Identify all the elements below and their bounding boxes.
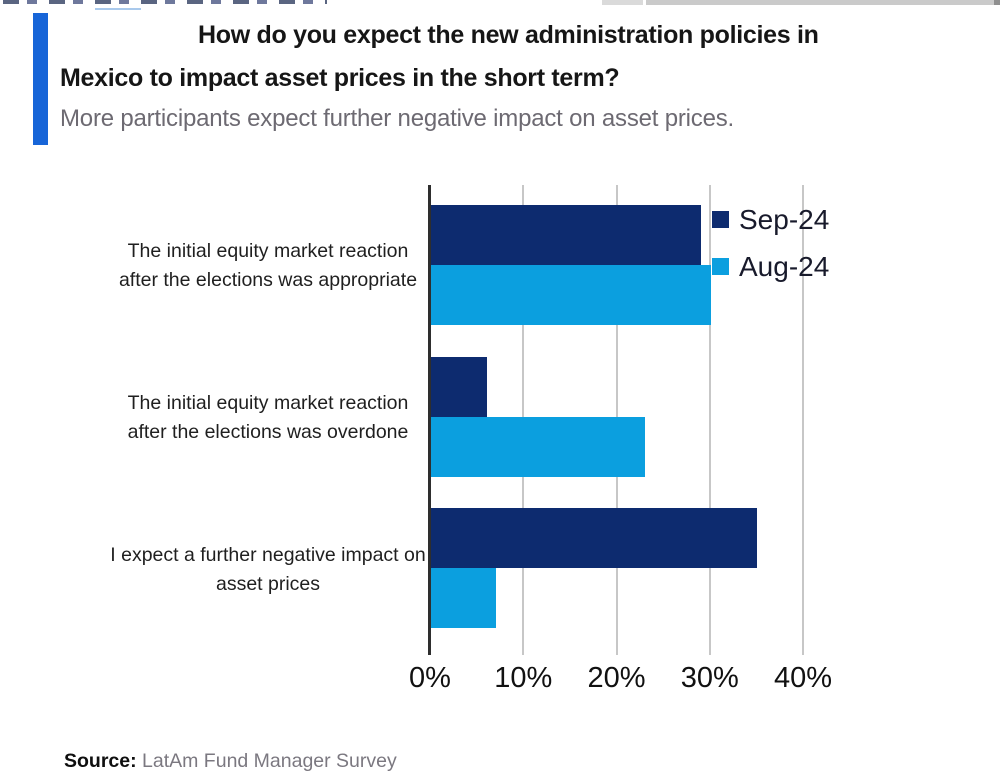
toolbar-strip-divider (643, 0, 646, 5)
legend-swatch-sep-24 (712, 211, 729, 228)
source-line: Source: LatAm Fund Manager Survey (64, 750, 397, 773)
cropped-toolbar-strip (602, 0, 1000, 5)
category-label-3: I expect a further negative impact on ass… (110, 544, 426, 595)
legend-item-aug-24: Aug-24 (712, 250, 829, 297)
x-tick-30%: 30% (680, 662, 739, 694)
bar-aug-24-category-1 (431, 265, 711, 325)
bar-sep-24-category-3 (431, 508, 758, 568)
bar-sep-24-category-1 (431, 205, 702, 265)
x-tick-40%: 40% (773, 662, 833, 694)
chart-subtitle: More participants expect further negativ… (60, 105, 735, 132)
x-tick-20%: 20% (587, 662, 646, 694)
y-axis-line (428, 185, 431, 655)
chart-title: How do you expect the new administration… (60, 14, 960, 100)
gridline-40% (802, 185, 804, 655)
legend: Sep-24 Aug-24 (712, 203, 829, 297)
bar-sep-24-category-2 (431, 357, 487, 417)
legend-label-aug-24: Aug-24 (739, 251, 830, 282)
chart-title-line1: How do you expect the new administration… (198, 21, 819, 49)
legend-label-sep-24: Sep-24 (739, 204, 830, 235)
bar-aug-24-category-2 (431, 417, 646, 477)
category-label-2: The initial equity market reaction after … (127, 392, 409, 443)
plot-area (428, 185, 804, 655)
toolbar-strip-segment (602, 0, 643, 5)
chart-title-line2: Mexico to impact asset prices in the sho… (60, 64, 620, 92)
source-text: LatAm Fund Manager Survey (142, 750, 397, 772)
source-label: Source: (64, 750, 137, 772)
legend-swatch-aug-24 (712, 258, 729, 275)
gridline-30% (708, 185, 711, 655)
x-tick-0%: 0% (409, 662, 451, 694)
cropped-text-fragments (3, 0, 327, 4)
accent-bar (33, 13, 48, 145)
cropped-underline-fragment (95, 8, 141, 10)
x-tick-10%: 10% (494, 662, 553, 694)
legend-item-sep-24: Sep-24 (712, 203, 829, 250)
category-label-1: The initial equity market reaction after … (118, 240, 418, 291)
bar-aug-24-category-3 (431, 568, 497, 628)
toolbar-strip-end (994, 0, 1000, 5)
